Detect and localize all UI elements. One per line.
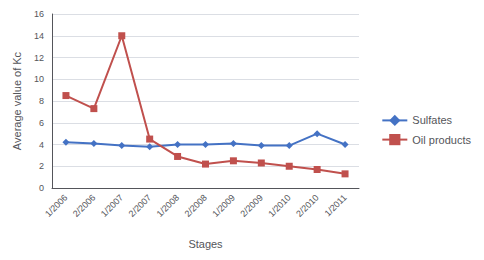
svg-text:14: 14 [34,31,44,41]
svg-text:1/2011: 1/2011 [323,192,349,218]
svg-text:Sulfates: Sulfates [412,114,452,126]
svg-text:8: 8 [39,96,44,106]
svg-text:1/2010: 1/2010 [266,192,293,219]
svg-text:16: 16 [34,9,44,19]
svg-text:2: 2 [39,161,44,171]
svg-text:1/2008: 1/2008 [155,192,182,219]
svg-text:Oil products: Oil products [412,134,471,146]
svg-text:1/2007: 1/2007 [99,192,126,219]
svg-text:Average value of Kc: Average value of Kc [11,51,23,150]
svg-text:0: 0 [39,183,44,193]
svg-text:2/2010: 2/2010 [294,192,321,219]
svg-text:2/2007: 2/2007 [127,192,154,219]
svg-text:4: 4 [39,140,44,150]
svg-text:1/2006: 1/2006 [43,192,70,219]
svg-text:2/2009: 2/2009 [238,192,265,219]
svg-text:Stages: Stages [188,238,223,250]
svg-text:2/2006: 2/2006 [71,192,98,219]
svg-text:6: 6 [39,118,44,128]
svg-text:10: 10 [34,74,44,84]
svg-text:1/2009: 1/2009 [210,192,237,219]
svg-text:2/2008: 2/2008 [183,192,210,219]
svg-text:12: 12 [34,53,44,63]
